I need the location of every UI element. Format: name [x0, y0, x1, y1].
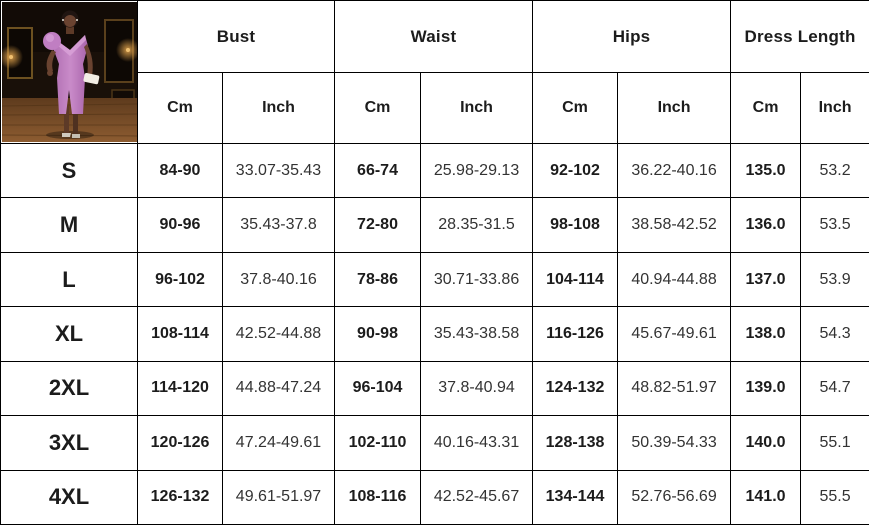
cell-waist-inch: 35.43-38.58 [420, 306, 534, 362]
cell-length-inch: 54.7 [800, 360, 869, 417]
cell-hips-inch: 48.82-51.97 [617, 360, 732, 417]
cell-waist-cm: 72-80 [334, 197, 422, 253]
cell-length-cm: 141.0 [730, 469, 802, 525]
cell-length-cm: 140.0 [730, 415, 802, 471]
cell-waist-cm: 66-74 [334, 142, 422, 199]
cell-bust-inch: 37.8-40.16 [221, 251, 336, 308]
cell-length-inch: 53.9 [800, 251, 869, 308]
cell-bust-inch: 42.52-44.88 [221, 306, 336, 362]
size-table-body: S 84-90 33.07-35.43 66-74 25.98-29.13 92-102 3… [0, 142, 869, 525]
cell-hips-cm: 124-132 [532, 360, 619, 417]
cell-bust-inch: 47.24-49.61 [221, 415, 336, 471]
cell-hips-inch: 50.39-54.33 [617, 415, 732, 471]
col-bust-cm: Cm [137, 72, 223, 144]
cell-length-inch: 53.5 [800, 197, 869, 253]
cell-waist-cm: 90-98 [334, 306, 422, 362]
cell-bust-cm: 108-114 [137, 306, 223, 362]
cell-hips-inch: 38.58-42.52 [617, 197, 732, 253]
product-photo-cell [0, 0, 138, 144]
cell-hips-cm: 134-144 [532, 469, 619, 525]
cell-length-cm: 137.0 [730, 251, 802, 308]
cell-bust-inch: 33.07-35.43 [221, 142, 336, 199]
col-hips-inch: Inch [617, 72, 732, 144]
cell-waist-inch: 42.52-45.67 [420, 469, 534, 525]
cell-hips-inch: 52.76-56.69 [617, 469, 732, 525]
cell-length-cm: 138.0 [730, 306, 802, 362]
size-row-m: M 90-96 35.43-37.8 72-80 28.35-31.5 98-108 38.… [0, 197, 869, 253]
cell-hips-inch: 40.94-44.88 [617, 251, 732, 308]
cell-waist-inch: 25.98-29.13 [420, 142, 534, 199]
col-group-bust: Bust [136, 0, 336, 73]
cell-hips-inch: 45.67-49.61 [617, 306, 732, 362]
cell-bust-cm: 114-120 [137, 360, 223, 417]
col-group-waist: Waist [334, 0, 534, 73]
size-label: 2XL [0, 360, 138, 417]
cell-waist-cm: 102-110 [334, 415, 422, 471]
cell-length-cm: 135.0 [730, 142, 802, 199]
cell-length-inch: 54.3 [800, 306, 869, 362]
size-row-4xl: 4XL 126-132 49.61-51.97 108-116 42.52-45.67 1… [0, 469, 869, 525]
size-label: L [0, 251, 138, 308]
cell-length-inch: 55.1 [800, 415, 869, 471]
cell-bust-inch: 35.43-37.8 [221, 197, 336, 253]
cell-bust-cm: 84-90 [137, 142, 223, 199]
col-group-hips: Hips [532, 0, 732, 73]
col-bust-inch: Inch [221, 72, 336, 144]
size-row-3xl: 3XL 120-126 47.24-49.61 102-110 40.16-43.31 1… [0, 415, 869, 471]
cell-waist-inch: 37.8-40.94 [420, 360, 534, 417]
cell-waist-inch: 40.16-43.31 [420, 415, 534, 471]
cell-hips-cm: 104-114 [532, 251, 619, 308]
size-label: 3XL [0, 415, 138, 471]
col-group-dress-length: Dress Length [730, 0, 869, 73]
col-length-cm: Cm [730, 72, 802, 144]
cell-bust-inch: 49.61-51.97 [221, 469, 336, 525]
col-waist-cm: Cm [334, 72, 422, 144]
size-label: XL [0, 306, 138, 362]
cell-waist-inch: 28.35-31.5 [420, 197, 534, 253]
cell-hips-cm: 128-138 [532, 415, 619, 471]
cell-waist-cm: 96-104 [334, 360, 422, 417]
col-hips-cm: Cm [532, 72, 619, 144]
cell-bust-cm: 120-126 [137, 415, 223, 471]
cell-hips-inch: 36.22-40.16 [617, 142, 732, 199]
cell-hips-cm: 92-102 [532, 142, 619, 199]
col-waist-inch: Inch [420, 72, 534, 144]
size-row-s: S 84-90 33.07-35.43 66-74 25.98-29.13 92-102 3… [0, 142, 869, 199]
cell-length-cm: 136.0 [730, 197, 802, 253]
size-row-xl: XL 108-114 42.52-44.88 90-98 35.43-38.58 116-… [0, 306, 869, 362]
cell-bust-cm: 126-132 [137, 469, 223, 525]
cell-hips-cm: 116-126 [532, 306, 619, 362]
size-label: 4XL [0, 469, 138, 525]
product-photo [1, 2, 137, 142]
cell-length-inch: 55.5 [800, 469, 869, 525]
cell-length-cm: 139.0 [730, 360, 802, 417]
size-label: S [0, 142, 138, 199]
cell-waist-inch: 30.71-33.86 [420, 251, 534, 308]
cell-length-inch: 53.2 [800, 142, 869, 199]
cell-waist-cm: 78-86 [334, 251, 422, 308]
cell-bust-cm: 96-102 [137, 251, 223, 308]
cell-hips-cm: 98-108 [532, 197, 619, 253]
cell-bust-cm: 90-96 [137, 197, 223, 253]
size-row-2xl: 2XL 114-120 44.88-47.24 96-104 37.8-40.94 124… [0, 360, 869, 417]
size-label: M [0, 197, 138, 253]
cell-bust-inch: 44.88-47.24 [221, 360, 336, 417]
cell-waist-cm: 108-116 [334, 469, 422, 525]
size-row-l: L 96-102 37.8-40.16 78-86 30.71-33.86 104-114… [0, 251, 869, 308]
col-length-inch: Inch [800, 72, 869, 144]
